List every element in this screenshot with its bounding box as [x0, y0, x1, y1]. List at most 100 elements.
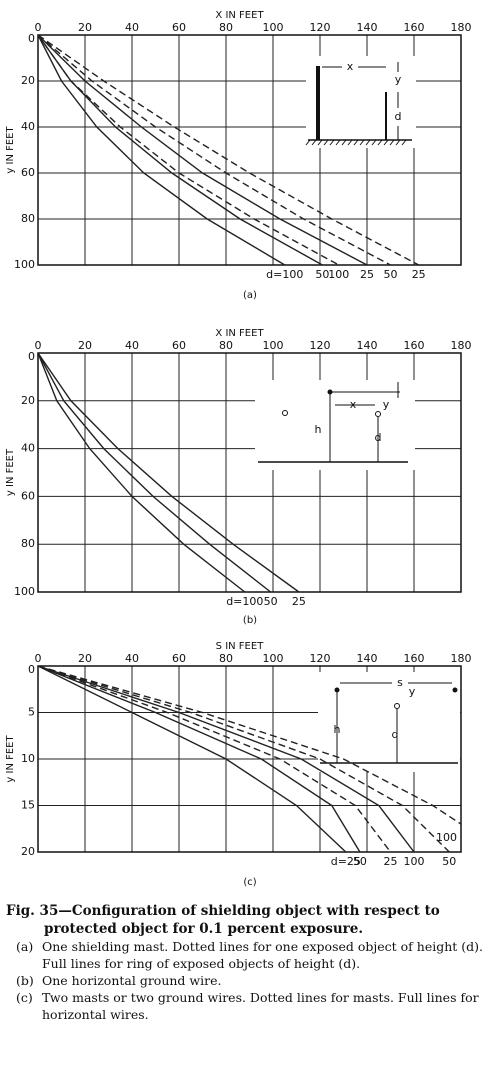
curve	[37, 665, 347, 853]
y-tick-label: 100	[14, 585, 35, 598]
inset-label: y	[409, 685, 416, 698]
curve-label: 50	[384, 268, 398, 281]
hatch	[377, 139, 383, 146]
inset-label: d	[392, 728, 399, 741]
inset-label: s	[397, 676, 403, 689]
curve	[37, 665, 392, 853]
item-label: (a)	[16, 939, 34, 954]
hatch	[371, 139, 377, 146]
x-tick-label: 20	[78, 339, 92, 352]
plot-frame	[37, 665, 462, 853]
hatch	[365, 139, 371, 146]
curve-label: 100	[328, 268, 349, 281]
x-tick-label: 140	[357, 652, 378, 665]
x-tick-label: 40	[125, 652, 139, 665]
x-tick-label: 180	[451, 652, 472, 665]
curve	[37, 34, 368, 266]
inset-label: x	[350, 398, 357, 411]
x-tick-label: 120	[310, 21, 331, 34]
y-tick-label: 20	[21, 74, 35, 87]
inset-label: x	[347, 60, 354, 73]
curve-label: 100	[404, 855, 425, 868]
x-tick-label: 180	[451, 21, 472, 34]
x-tick-label: 60	[172, 339, 186, 352]
hatch	[305, 139, 311, 146]
x-tick-label: 60	[172, 21, 186, 34]
curve-label: 25	[412, 268, 426, 281]
x-tick-label: 40	[125, 21, 139, 34]
inset-label: d	[395, 110, 402, 123]
caption-item: (a) One shielding mast. Dotted lines for …	[16, 938, 498, 972]
item-label: (c)	[16, 990, 33, 1005]
x-tick-label: 100	[263, 339, 284, 352]
mast	[316, 66, 320, 140]
x-tick-label: 160	[404, 21, 425, 34]
curve-label: 50	[442, 855, 456, 868]
curve	[37, 34, 420, 266]
inset-label: y	[395, 73, 402, 86]
figure: 0 20 40 60 80 100 120 140 160 180 0 20 40 60 80 100 X IN…	[5, 10, 472, 888]
mast-top	[452, 687, 458, 693]
inset-background	[306, 56, 416, 148]
curve-label: 100	[436, 831, 457, 844]
y-tick-label: 15	[21, 799, 35, 812]
curve-label: d=100	[266, 268, 303, 281]
curve-label: 25	[384, 855, 398, 868]
item-label: (b)	[16, 973, 34, 988]
inset-label: d	[375, 431, 382, 444]
curve-label: 25	[360, 268, 374, 281]
x-tick-label: 140	[357, 339, 378, 352]
x-tick-label: 20	[78, 21, 92, 34]
caption-title-text: Fig. 35—Configuration of shielding objec…	[6, 903, 440, 937]
hatch	[329, 139, 335, 146]
subplot-label: (c)	[243, 877, 256, 888]
item-text: One shielding mast. Dotted lines for one…	[42, 939, 483, 971]
x-tick-label: 80	[219, 652, 233, 665]
curve-label: d=100	[226, 595, 263, 608]
x-axis-title: S IN FEET	[216, 641, 265, 652]
x-axis-title: X IN FEET	[215, 10, 264, 21]
y-axis-title: y IN FEET	[5, 448, 16, 496]
y-tick-label: 80	[21, 537, 35, 550]
y-tick-label: 60	[21, 166, 35, 179]
x-tick-label: 0	[35, 21, 42, 34]
curve	[37, 34, 323, 266]
inset-label: y	[383, 398, 390, 411]
hatch	[311, 139, 317, 146]
y-tick-label: 60	[21, 489, 35, 502]
x-tick-label: 140	[357, 21, 378, 34]
plot-frame	[37, 352, 462, 593]
x-tick-label: 160	[404, 652, 425, 665]
x-tick-label: 20	[78, 652, 92, 665]
hatch	[401, 139, 407, 146]
curve	[37, 352, 300, 593]
hatch	[335, 139, 341, 146]
point	[282, 410, 288, 416]
hatch	[347, 139, 353, 146]
object	[394, 703, 400, 709]
mast-top	[334, 687, 340, 693]
y-tick-label: 0	[28, 663, 35, 676]
plot-frame	[37, 34, 462, 266]
y-axis-title: y IN FEET	[5, 735, 16, 783]
x-tick-label: 0	[35, 652, 42, 665]
curve	[37, 665, 361, 853]
y-tick-label: 20	[21, 394, 35, 407]
hatch	[395, 139, 401, 146]
y-tick-label: 80	[21, 212, 35, 225]
curve	[37, 665, 462, 825]
x-tick-label: 180	[451, 339, 472, 352]
x-tick-label: 160	[404, 339, 425, 352]
curve	[37, 665, 415, 853]
y-tick-label: 5	[28, 706, 35, 719]
inset-label: h	[334, 723, 341, 736]
hatch	[383, 139, 389, 146]
inset-background	[318, 672, 460, 772]
curve	[37, 34, 391, 266]
x-tick-label: 80	[219, 339, 233, 352]
wire	[327, 389, 333, 395]
curve	[37, 352, 246, 593]
x-tick-label: 0	[35, 339, 42, 352]
inset-diagram: x y d	[305, 56, 416, 148]
